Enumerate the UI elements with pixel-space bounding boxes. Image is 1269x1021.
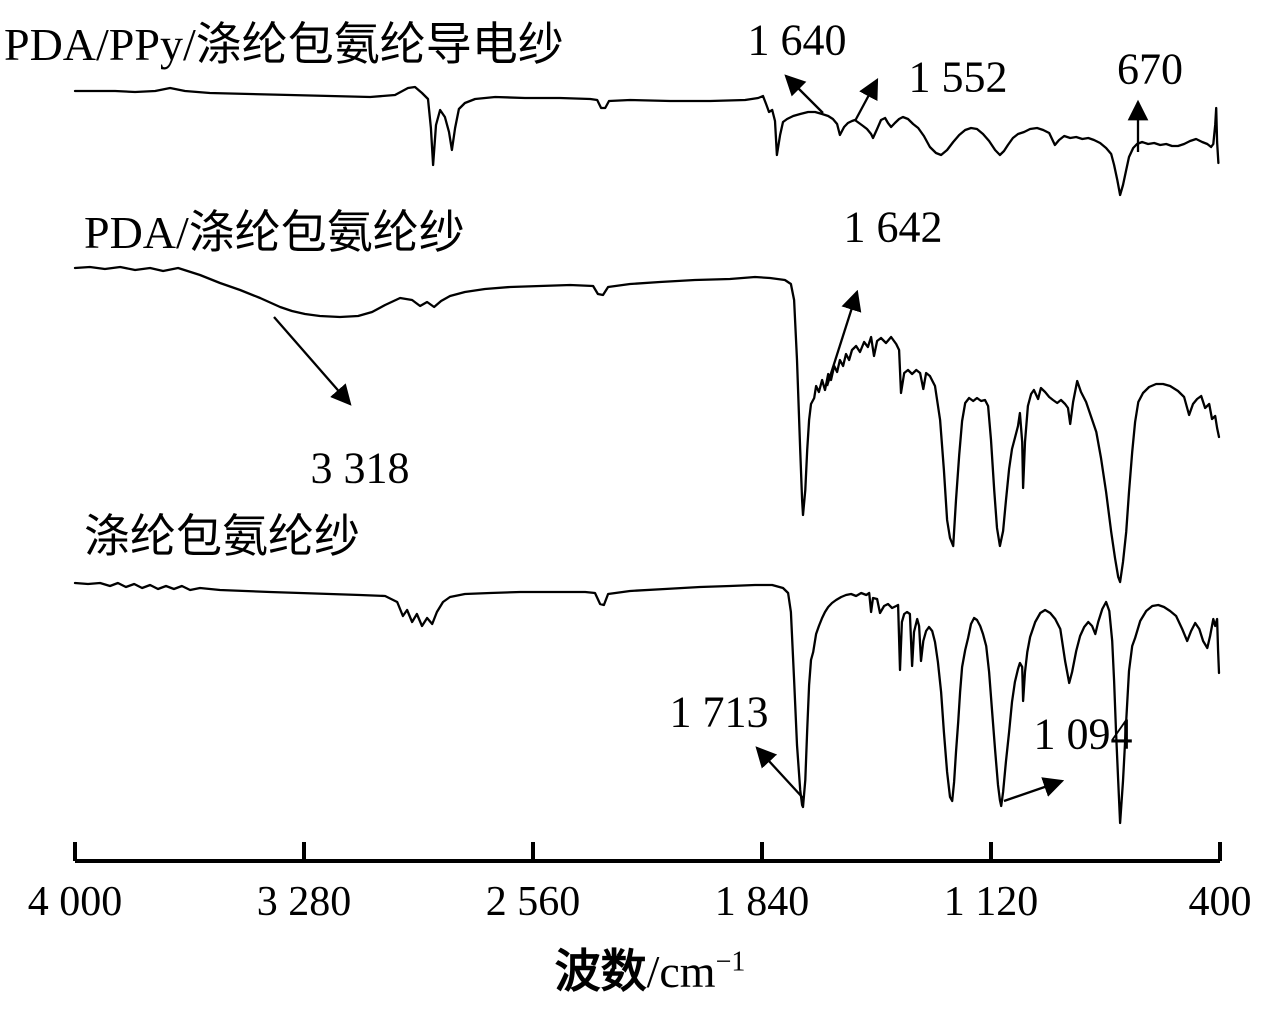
annotation-arrow-1640 xyxy=(784,74,824,114)
x-tick-label-2560: 2 560 xyxy=(485,879,581,925)
x-tick-label-4000: 4 000 xyxy=(27,879,123,925)
annotation-arrow-1642 xyxy=(825,289,862,387)
series-label-pda-yarn: PDA/涤纶包氨纶纱 xyxy=(84,207,465,258)
x-axis-title-name: 波数 xyxy=(554,946,647,997)
spectrum-curve-0 xyxy=(73,85,1220,197)
annotation-arrow-1552 xyxy=(853,77,879,122)
peak-annotation-1642: 1 642 xyxy=(843,202,943,252)
peak-annotation-3318: 3 318 xyxy=(310,443,410,493)
annotation-arrow-1713 xyxy=(755,746,804,799)
spectrum-curve-2 xyxy=(73,581,1221,825)
x-tick-label-3280: 3 280 xyxy=(256,879,352,925)
annotation-arrow-1094 xyxy=(1003,777,1065,803)
peak-annotation-1094: 1 094 xyxy=(1033,709,1133,759)
peak-annotation-670: 670 xyxy=(1117,44,1183,94)
x-axis-title-exponent: −1 xyxy=(715,946,746,978)
x-tick-label-1840: 1 840 xyxy=(714,879,810,925)
peak-annotation-1552: 1 552 xyxy=(908,52,1008,102)
annotation-arrow-3318 xyxy=(273,316,352,406)
series-label-pda-ppy-conductive-yarn: PDA/PPy/涤纶包氨纶导电纱 xyxy=(4,19,564,70)
peak-annotation-1640: 1 640 xyxy=(747,15,847,65)
x-axis-title-unit: /cm xyxy=(646,946,716,997)
peak-annotation-1713: 1 713 xyxy=(669,687,769,737)
x-tick-label-1120: 1 120 xyxy=(943,879,1039,925)
series-label-polyester-spandex-yarn: 涤纶包氨纶纱 xyxy=(84,511,360,562)
x-axis-title: 波数/cm−1 xyxy=(555,935,746,1001)
x-tick-label-400: 400 xyxy=(1188,879,1252,925)
spectrum-curve-1 xyxy=(73,265,1221,584)
